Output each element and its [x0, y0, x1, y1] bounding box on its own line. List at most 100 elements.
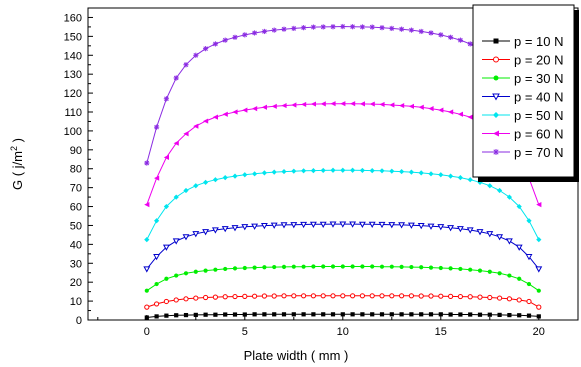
data-point	[360, 312, 365, 317]
data-point	[369, 24, 375, 30]
data-point	[173, 140, 179, 146]
y-axis-title-main: G ( j/m	[10, 151, 25, 190]
data-point	[468, 312, 473, 317]
data-point	[369, 101, 375, 107]
data-point	[193, 52, 199, 58]
data-point	[487, 269, 492, 274]
data-point	[144, 315, 149, 320]
data-point	[389, 168, 395, 174]
data-point	[466, 227, 474, 234]
legend-item: p = 10 N	[482, 34, 564, 49]
data-point	[144, 160, 150, 166]
x-axis-title: Plate width ( mm )	[244, 348, 349, 363]
data-point	[493, 149, 499, 155]
y-tick-label: 130	[64, 69, 82, 81]
series-2	[144, 293, 542, 310]
data-point	[458, 266, 463, 272]
data-point	[223, 312, 228, 317]
data-point	[516, 203, 522, 210]
legend-item: p = 40 N	[482, 90, 564, 105]
data-point	[311, 312, 316, 317]
x-tick-label: 0	[144, 326, 150, 338]
x-tick-label: 15	[435, 326, 447, 338]
data-point	[369, 168, 375, 174]
data-point	[144, 304, 150, 310]
x-axis: 0 5 10 15 20	[97, 315, 545, 338]
data-point	[487, 294, 493, 301]
data-point	[193, 183, 199, 189]
series-5	[144, 167, 542, 243]
data-point	[419, 265, 424, 270]
series-layer	[143, 23, 543, 320]
series-3	[144, 264, 541, 293]
data-point	[153, 254, 161, 261]
y-tick-label: 30	[70, 258, 82, 270]
data-point	[368, 221, 376, 228]
data-point	[467, 114, 473, 120]
data-point	[163, 203, 169, 210]
data-point	[330, 312, 336, 317]
data-point	[241, 224, 249, 231]
data-point	[350, 167, 356, 173]
data-point	[330, 101, 336, 107]
data-point	[536, 304, 542, 310]
data-point	[330, 264, 336, 269]
data-point	[492, 93, 500, 101]
data-point	[281, 168, 287, 175]
data-point	[515, 244, 523, 251]
data-point	[154, 301, 160, 307]
y-tick-label: 0	[76, 315, 82, 327]
data-point	[260, 223, 268, 230]
data-point	[350, 24, 356, 30]
data-point	[536, 314, 541, 319]
data-point	[154, 124, 160, 130]
data-point	[359, 24, 365, 30]
data-point	[493, 75, 499, 81]
data-point	[350, 293, 356, 299]
data-point	[252, 105, 258, 112]
data-point	[291, 293, 297, 299]
data-point	[388, 222, 396, 229]
legend-label: p = 30 N	[514, 71, 564, 86]
data-point	[242, 107, 248, 113]
data-point	[487, 312, 492, 317]
data-point	[232, 312, 238, 317]
data-point	[456, 226, 464, 233]
data-point	[301, 25, 307, 31]
data-point	[319, 221, 327, 228]
y-axis-title: G ( j/m2 )	[9, 138, 25, 190]
data-point	[339, 221, 347, 228]
y-tick-label: 150	[64, 31, 82, 43]
data-point	[203, 46, 209, 52]
data-point	[261, 28, 267, 35]
data-point	[232, 266, 238, 271]
data-point	[340, 101, 346, 107]
data-point	[183, 62, 189, 68]
data-point	[477, 268, 483, 273]
data-point	[526, 281, 532, 287]
data-point	[203, 312, 208, 317]
data-point	[438, 172, 444, 178]
data-point	[271, 27, 277, 33]
legend-item: p = 20 N	[482, 53, 564, 68]
data-point	[448, 312, 453, 317]
data-point	[174, 313, 179, 318]
data-point	[359, 293, 365, 299]
data-point	[370, 312, 375, 317]
y-tick-label: 10	[70, 296, 82, 308]
data-point	[320, 24, 326, 30]
data-point	[477, 294, 483, 300]
data-point	[418, 293, 424, 299]
data-point	[212, 177, 218, 183]
data-point	[291, 264, 296, 269]
data-point	[389, 293, 395, 299]
data-point	[183, 271, 189, 276]
data-point	[164, 276, 169, 281]
data-point	[389, 102, 395, 108]
data-point	[211, 227, 219, 234]
data-point	[183, 187, 189, 194]
data-point	[183, 131, 189, 137]
data-point	[467, 177, 473, 183]
data-point	[370, 264, 375, 269]
data-point	[438, 293, 444, 299]
